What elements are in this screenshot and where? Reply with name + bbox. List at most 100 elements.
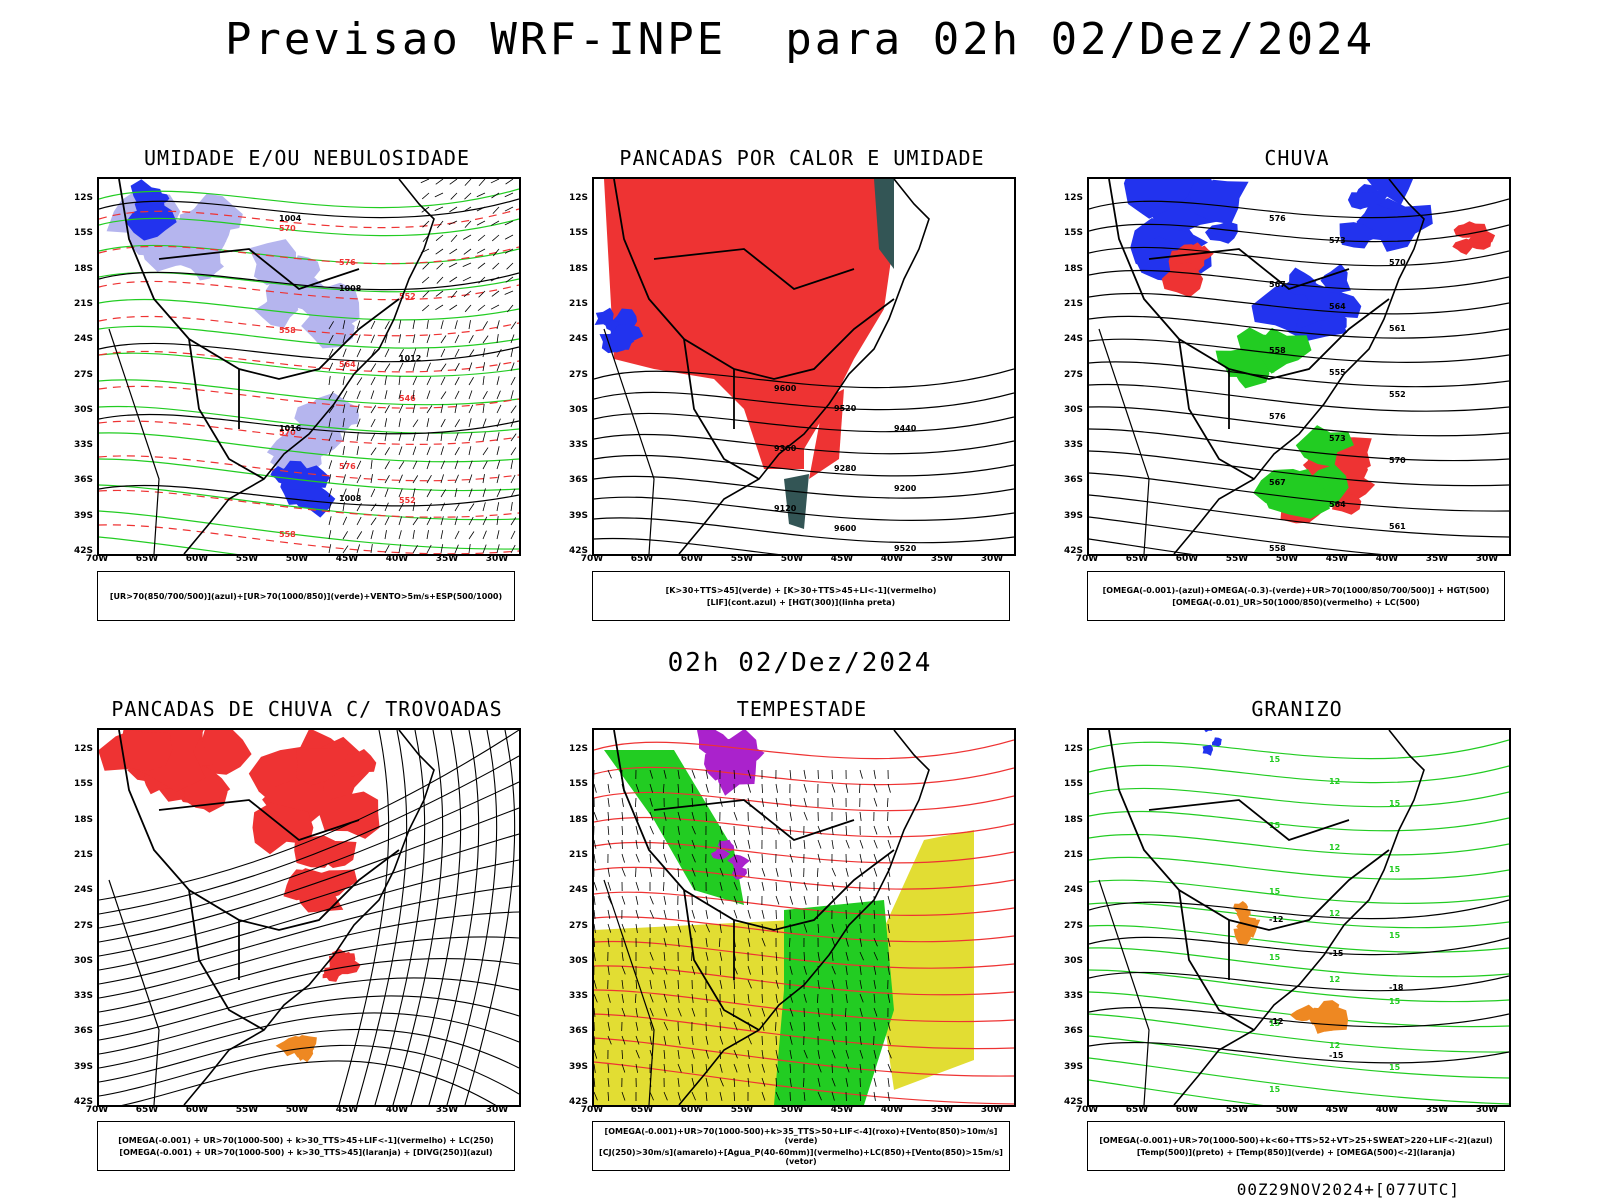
wind-vector [887,1035,891,1045]
wind-vector [845,867,849,877]
wind-vector [426,390,431,400]
storm-area-purple [717,839,735,852]
lon-label: 70W [85,1105,109,1115]
wind-vector [831,937,836,947]
contour-line [1089,223,1509,243]
wind-vector [677,923,682,933]
map-granizo-svg: 15121515121515121515121515121515-12-15-1… [1089,730,1509,1105]
contour-line [1089,787,1509,808]
wind-vector [719,951,723,961]
contour-line [594,940,1014,969]
streamline [99,1028,519,1083]
wind-vector [887,1077,890,1087]
contour-label: -15 [1329,1051,1344,1060]
contour-label: 576 [1269,214,1286,223]
lon-label: 55W [730,1105,754,1115]
wind-vector [775,965,778,975]
storm-area-purple [704,748,741,781]
wind-vector [775,783,778,793]
wind-vector [859,1049,864,1059]
wind-vector [482,348,486,358]
wind-vector [816,867,819,878]
wind-vector [761,1035,763,1046]
lat-label: 39S [568,510,588,521]
wind-vector [831,881,835,891]
wind-vector [462,262,472,267]
wind-vector [649,1091,654,1101]
lat-label: 24S [568,334,588,345]
legend-line: [OMEGA(-0.001) + UR>70(1000-500) + k>30_… [118,1135,494,1145]
wind-vector [845,1021,848,1032]
wind-vector [342,432,346,442]
wind-area-green [604,750,744,905]
wind-vector [607,825,610,835]
contour-label: 558 [279,326,296,335]
lat-axis-labels: 12S 15S 18S 21S 24S 27S 30S 33S 36S 39S 42S [65,177,95,556]
wind-vector [454,446,460,456]
wind-vector [426,460,431,470]
lat-label: 18S [73,814,93,825]
wind-vector [649,825,654,835]
wind-vector [677,965,681,975]
wind-vector [803,951,806,962]
wind-vector [440,432,443,442]
wind-vector [398,474,403,484]
wind-vector [733,1091,736,1102]
rain-area-blue [1347,191,1379,210]
wind-vector [342,460,347,470]
lif-contour-blue [605,320,619,331]
contour-line [594,496,1014,521]
wind-vector [440,363,447,372]
lon-label: 35W [930,554,954,564]
streamline [99,977,519,1041]
wind-vector [468,474,473,484]
lat-label: 21S [73,298,93,309]
wind-vector [859,895,863,905]
wind-vector [384,320,390,330]
wind-vector [594,909,596,919]
wind-vector [426,376,432,386]
wind-vector [789,797,792,807]
wind-vector [468,432,473,442]
wind-vector [510,362,515,372]
wind-vector [663,881,665,892]
wind-vector [435,234,444,241]
lat-label: 24S [1063,334,1083,345]
wind-vector [356,362,360,372]
wind-vector [398,461,405,470]
contour-line [1089,292,1509,315]
lon-label: 40W [1375,554,1399,564]
wind-vector [634,993,637,1004]
wind-vector [775,867,779,877]
wind-vector [775,993,778,1003]
lat-label: 21S [568,849,588,860]
lat-label: 15S [568,228,588,239]
wind-vector [747,825,751,835]
wind-vector [342,404,346,414]
wind-vector [594,1007,596,1017]
wind-vector [691,993,694,1003]
wind-vector [747,783,751,793]
contour-label: 9200 [894,484,917,493]
wind-vector [422,304,430,312]
legend-chuva: [OMEGA(-0.001)-(azul)+OMEGA(-0.3)-(verde… [1087,571,1505,621]
lat-label: 39S [73,510,93,521]
wind-vector [454,362,460,372]
wind-vector [789,853,794,863]
wind-vector [747,979,752,989]
lat-label: 27S [73,920,93,931]
contour-label: 15 [1269,1085,1281,1094]
wind-vector [733,825,735,836]
contour-line [99,385,519,409]
wind-vector [468,334,474,344]
wind-vector [859,993,864,1003]
contour-line [1089,936,1509,956]
contour-line [99,484,519,521]
wind-vector [859,979,863,989]
lat-label: 15S [73,228,93,239]
wind-vector [426,502,432,512]
wind-vector [817,1007,820,1017]
wind-vector [677,853,681,863]
lon-label: 60W [1175,1105,1199,1115]
wind-vector [803,797,807,807]
